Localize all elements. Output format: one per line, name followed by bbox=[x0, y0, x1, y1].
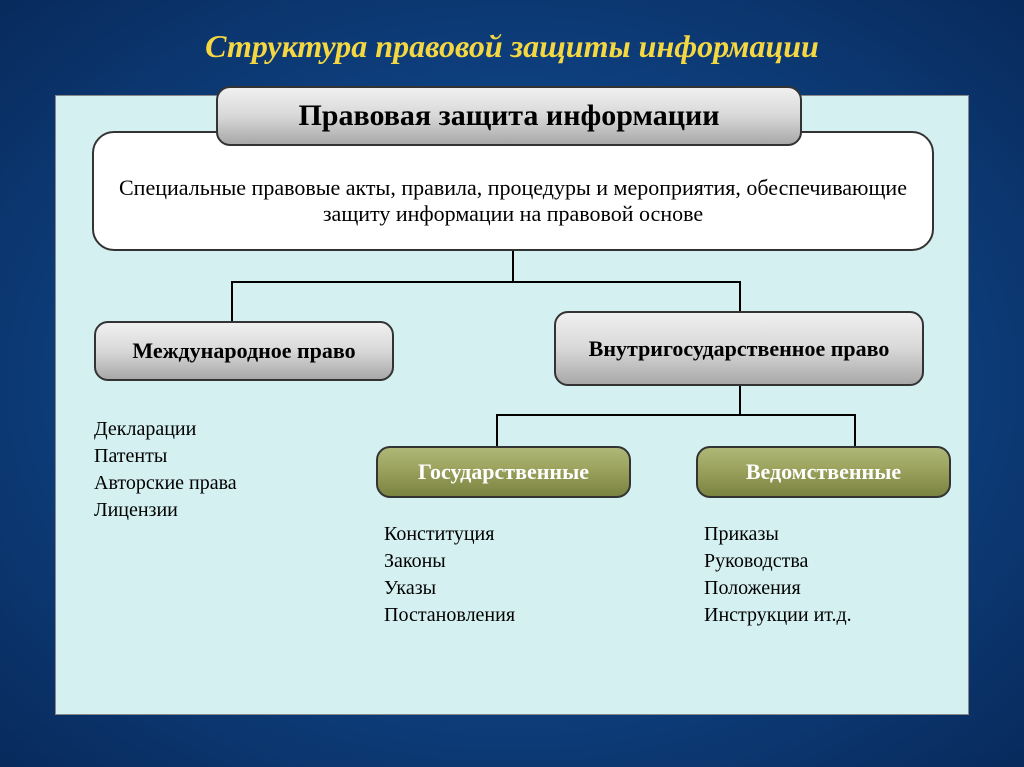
leaf-dept: Ведомственные bbox=[696, 446, 951, 498]
list-item: Приказы bbox=[704, 521, 852, 548]
leaf-state: Государственные bbox=[376, 446, 631, 498]
list-item: Патенты bbox=[94, 443, 237, 470]
root-label: Правовая защита информации bbox=[298, 99, 719, 133]
list-item: Указы bbox=[384, 575, 515, 602]
description-box: Специальные правовые акты, правила, проц… bbox=[92, 131, 934, 251]
branch-domestic: Внутригосударственное право bbox=[554, 311, 924, 386]
connector bbox=[496, 414, 498, 446]
branch-international: Международное право bbox=[94, 321, 394, 381]
branch-domestic-label: Внутригосударственное право bbox=[589, 336, 890, 361]
connector bbox=[739, 386, 741, 414]
leaf-dept-label: Ведомственные bbox=[746, 459, 901, 485]
diagram-canvas: Специальные правовые акты, правила, проц… bbox=[55, 95, 969, 715]
branch-international-label: Международное право bbox=[132, 338, 355, 364]
list-item: Законы bbox=[384, 548, 515, 575]
list-item: Постановления bbox=[384, 602, 515, 629]
connector bbox=[231, 281, 233, 321]
list-item: Авторские права bbox=[94, 470, 237, 497]
connector bbox=[512, 251, 514, 281]
connector bbox=[854, 414, 856, 446]
connector bbox=[231, 281, 741, 283]
leaf-state-label: Государственные bbox=[418, 459, 589, 485]
description-text: Специальные правовые акты, правила, проц… bbox=[108, 175, 918, 227]
list-state: Конституция Законы Указы Постановления bbox=[384, 521, 515, 629]
slide-title: Структура правовой защиты информации bbox=[0, 0, 1024, 85]
list-international: Декларации Патенты Авторские права Лицен… bbox=[94, 416, 237, 524]
list-item: Лицензии bbox=[94, 497, 237, 524]
list-item: Конституция bbox=[384, 521, 515, 548]
list-item: Инструкции ит.д. bbox=[704, 602, 852, 629]
list-dept: Приказы Руководства Положения Инструкции… bbox=[704, 521, 852, 629]
root-node: Правовая защита информации bbox=[216, 86, 802, 146]
list-item: Положения bbox=[704, 575, 852, 602]
connector bbox=[496, 414, 856, 416]
list-item: Декларации bbox=[94, 416, 237, 443]
list-item: Руководства bbox=[704, 548, 852, 575]
